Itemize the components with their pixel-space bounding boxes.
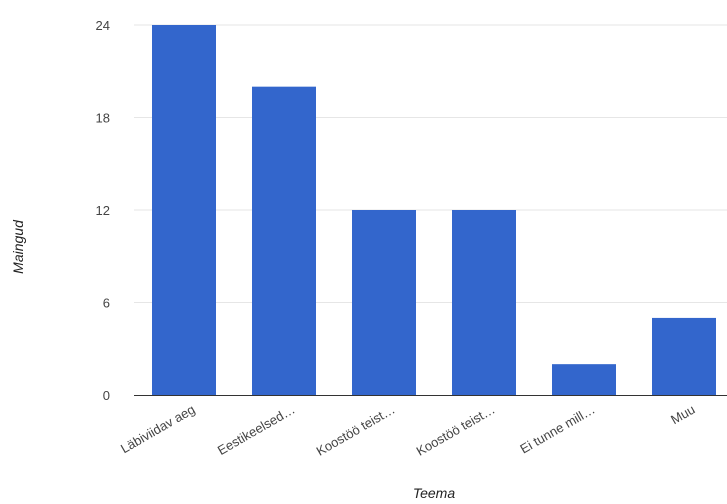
x-tick-label: Koostöö teist… <box>314 402 398 459</box>
bar <box>152 25 216 395</box>
gridlines <box>134 24 727 303</box>
y-tick-label: 18 <box>96 111 110 126</box>
x-tick-label: Ei tunne mill… <box>517 402 597 457</box>
x-tick-label: Eestikeelsed… <box>215 402 298 458</box>
x-axis-ticks: Läbiviidav aeg Eestikeelsed… Koostöö teist… <box>118 402 697 459</box>
y-tick-label: 12 <box>96 203 110 218</box>
x-tick-label: Muu <box>668 402 697 428</box>
bars <box>152 25 716 396</box>
bar <box>352 210 416 395</box>
y-tick-label: 6 <box>103 296 110 311</box>
bar <box>552 364 616 395</box>
x-tick-label: Koostöö teist… <box>414 402 498 459</box>
y-tick-label: 0 <box>103 388 110 403</box>
x-axis-title: Teema <box>413 485 456 501</box>
y-axis-ticks: 0 6 12 18 24 <box>96 18 110 403</box>
y-tick-label: 24 <box>96 18 110 33</box>
x-tick-label: Läbiviidav aeg <box>118 402 197 457</box>
y-axis-title: Maingud <box>10 219 26 274</box>
bar <box>452 210 516 395</box>
bar <box>252 86 316 396</box>
bar <box>652 317 716 395</box>
